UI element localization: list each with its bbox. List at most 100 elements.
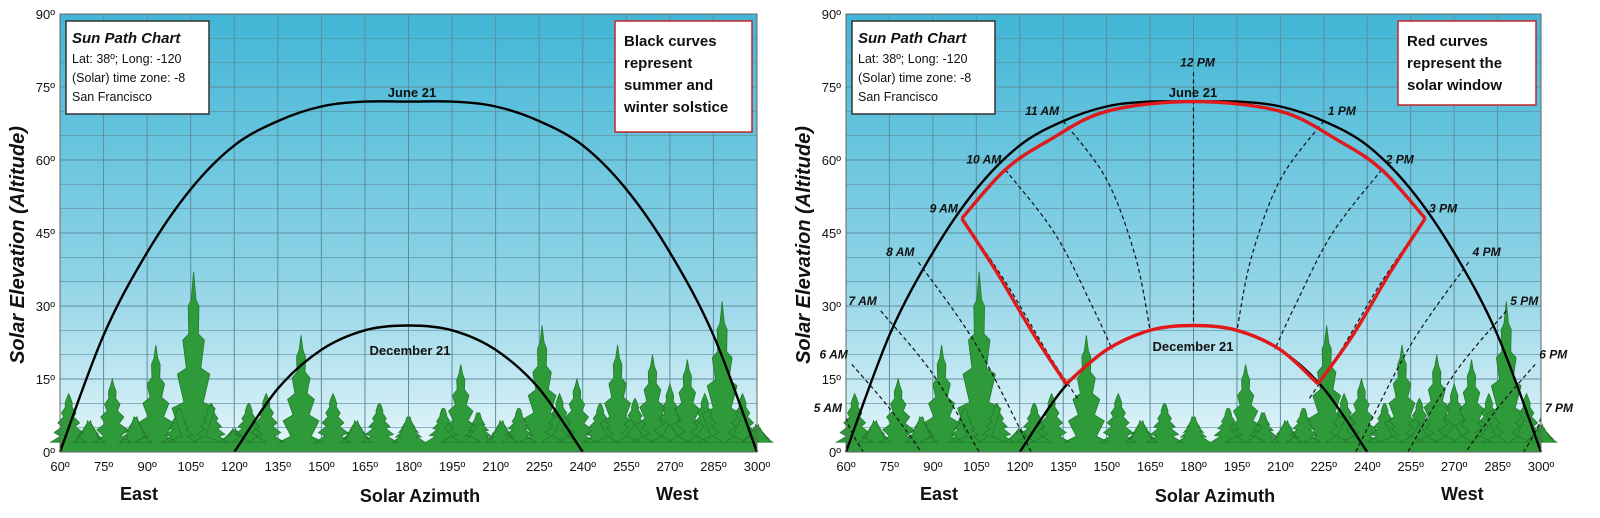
- hour-label-10-am: 10 AM: [966, 153, 1002, 167]
- note-line-3: solar window: [1407, 77, 1502, 94]
- chart-left: 0º 15º 30º 45º 60º 75º 90º 60º 75º 90º 105º 120º 13…: [7, 7, 775, 506]
- tree-shape: [49, 271, 775, 453]
- hour-label-6-am: 6 AM: [820, 347, 849, 361]
- hour-label-5-pm: 5 PM: [1510, 294, 1539, 308]
- y-tick-label: 90º: [36, 7, 55, 22]
- note-box: Black curves represent summer and winter…: [614, 20, 753, 133]
- x-tick-label: 150º: [1093, 459, 1120, 474]
- info-box-title: Sun Path Chart: [72, 30, 181, 47]
- x-tick-label: 90º: [138, 459, 157, 474]
- note-line-1: Red curves: [1407, 33, 1488, 50]
- east-label: East: [920, 484, 958, 504]
- x-tick-label: 180º: [395, 459, 422, 474]
- y-tick-labels: 0º 15º 30º 45º 60º 75º 90º: [822, 7, 841, 460]
- hour-label-5-am: 5 AM: [814, 401, 843, 415]
- west-label: West: [1441, 484, 1484, 504]
- solar-window-right-edge: [1316, 217, 1427, 385]
- x-tick-label: 180º: [1180, 459, 1207, 474]
- hour-line-6-pm: [1465, 364, 1536, 453]
- y-tick-label: 15º: [822, 372, 841, 387]
- east-label: East: [120, 484, 158, 504]
- y-tick-label: 60º: [822, 153, 841, 168]
- x-tick-label: 165º: [352, 459, 379, 474]
- hour-line-11-am: [1062, 120, 1151, 331]
- hour-label-7-am: 7 AM: [849, 294, 878, 308]
- hour-label-4-pm: 4 PM: [1472, 245, 1502, 259]
- x-tick-label: 120º: [221, 459, 248, 474]
- x-tick-label: 165º: [1137, 459, 1164, 474]
- tree-silhouette: [49, 271, 775, 453]
- y-tick-label: 30º: [36, 299, 55, 314]
- hour-label-11-am: 11 AM: [1025, 104, 1060, 118]
- x-tick-label: 210º: [482, 459, 509, 474]
- plot-border: [59, 13, 758, 453]
- x-tick-label: 300º: [744, 459, 771, 474]
- series-label-june-21: June 21: [388, 85, 436, 100]
- x-tick-label: 75º: [880, 459, 899, 474]
- info-box: Sun Path Chart Lat: 38º; Long: -120 (Sol…: [851, 20, 996, 115]
- solar-window-bottom-edge: [1064, 323, 1320, 386]
- y-tick-label: 15º: [36, 372, 55, 387]
- hour-label-12-pm: 12 PM: [1180, 55, 1216, 69]
- info-box-line-3: San Francisco: [858, 90, 938, 104]
- x-tick-label: 300º: [1528, 459, 1555, 474]
- hour-line-8-am: [917, 261, 1032, 453]
- hour-labels: 5 AM 6 AM 7 AM 8 AM 9 AM 10 AM 11 AM 12 PM 1 PM 2…: [814, 55, 1574, 415]
- hour-line-1-pm: [1236, 120, 1325, 331]
- hour-line-6-am: [851, 364, 922, 453]
- y-tick-label: 45º: [822, 226, 841, 241]
- x-tick-label: 105º: [963, 459, 990, 474]
- series-line-december-21: [233, 324, 584, 453]
- info-box-line-1: Lat: 38º; Long: -120: [858, 52, 968, 66]
- x-tick-label: 210º: [1267, 459, 1294, 474]
- x-tick-label: 60º: [50, 459, 69, 474]
- x-tick-label: 255º: [613, 459, 640, 474]
- series-line-june-21: [58, 100, 759, 453]
- tree-shape: [835, 271, 1559, 453]
- x-tick-label: 105º: [177, 459, 204, 474]
- hour-label-3-pm: 3 PM: [1429, 201, 1458, 215]
- hour-label-2-pm: 2 PM: [1385, 153, 1415, 167]
- hour-line-4-pm: [1355, 261, 1470, 453]
- plot-border: [845, 13, 1542, 453]
- y-tick-label: 90º: [822, 7, 841, 22]
- x-tick-label: 225º: [526, 459, 553, 474]
- note-line-1: Black curves: [624, 33, 717, 50]
- hour-label-1-pm: 1 PM: [1328, 104, 1357, 118]
- note-box: Red curves represent the solar window: [1397, 20, 1537, 106]
- solar-window-top-edge: [960, 99, 1427, 220]
- x-tick-label: 240º: [570, 459, 597, 474]
- info-box: Sun Path Chart Lat: 38º; Long: -120 (Sol…: [65, 20, 210, 115]
- x-tick-label: 60º: [836, 459, 855, 474]
- y-tick-label: 75º: [36, 80, 55, 95]
- series-group: [58, 100, 759, 453]
- x-tick-label: 270º: [657, 459, 684, 474]
- x-tick-label: 150º: [308, 459, 335, 474]
- y-tick-label: 60º: [36, 153, 55, 168]
- x-tick-labels: 60º 75º 90º 105º 120º 135º 150º 165º 180º 195º 210…: [50, 459, 770, 474]
- info-box-line-2: (Solar) time zone: -8: [72, 71, 185, 85]
- chart-right: 0º 15º 30º 45º 60º 75º 90º 60º 75º 90º 105º 120º 13…: [793, 7, 1574, 506]
- hour-label-8-am: 8 AM: [886, 245, 915, 259]
- x-tick-label: 75º: [94, 459, 113, 474]
- series-label-december-21: December 21: [1153, 339, 1234, 354]
- x-tick-label: 285º: [700, 459, 727, 474]
- hour-line-10-am: [1004, 169, 1113, 351]
- y-tick-label: 75º: [822, 80, 841, 95]
- note-line-2: represent: [624, 55, 692, 72]
- info-box-line-3: San Francisco: [72, 90, 152, 104]
- hour-line-2-pm: [1274, 169, 1383, 351]
- west-label: West: [656, 484, 699, 504]
- hour-label-7-pm: 7 PM: [1545, 401, 1574, 415]
- hour-label-6-pm: 6 PM: [1539, 347, 1568, 361]
- x-axis-label: Solar Azimuth: [1155, 486, 1275, 506]
- x-axis-label: Solar Azimuth: [360, 486, 480, 506]
- y-tick-label: 45º: [36, 226, 55, 241]
- hour-line-5-am: [845, 417, 864, 453]
- x-tick-label: 255º: [1397, 459, 1424, 474]
- x-tick-label: 240º: [1354, 459, 1381, 474]
- series-label-december-21: December 21: [370, 343, 451, 358]
- info-box-line-1: Lat: 38º; Long: -120: [72, 52, 182, 66]
- x-tick-label: 195º: [439, 459, 466, 474]
